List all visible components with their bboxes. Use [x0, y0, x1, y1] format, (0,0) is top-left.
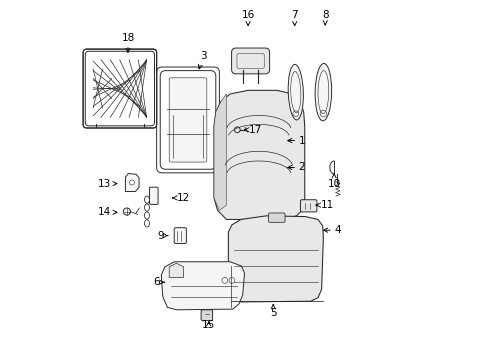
Text: 5: 5 [269, 305, 276, 318]
FancyBboxPatch shape [268, 213, 285, 222]
Text: 13: 13 [98, 179, 117, 189]
FancyBboxPatch shape [89, 55, 150, 122]
Text: 6: 6 [153, 277, 164, 287]
Text: 10: 10 [327, 174, 340, 189]
FancyBboxPatch shape [300, 200, 316, 212]
FancyBboxPatch shape [231, 48, 269, 74]
Ellipse shape [314, 63, 331, 121]
Text: 2: 2 [287, 162, 305, 172]
Text: 9: 9 [157, 231, 167, 240]
Ellipse shape [287, 64, 303, 120]
FancyBboxPatch shape [174, 228, 186, 243]
Text: 17: 17 [244, 125, 262, 135]
Text: 8: 8 [321, 10, 328, 25]
Polygon shape [161, 262, 244, 310]
Text: 18: 18 [121, 33, 134, 53]
Circle shape [129, 180, 134, 185]
Text: 7: 7 [291, 10, 297, 26]
Polygon shape [214, 90, 304, 220]
Text: 14: 14 [98, 207, 117, 217]
Text: 11: 11 [315, 200, 333, 210]
Text: 3: 3 [198, 51, 206, 69]
Text: 4: 4 [323, 225, 340, 235]
FancyBboxPatch shape [149, 187, 158, 204]
Circle shape [228, 278, 234, 283]
Text: 1: 1 [287, 136, 305, 145]
Polygon shape [125, 174, 139, 192]
Text: 15: 15 [202, 320, 215, 330]
Text: 12: 12 [172, 193, 190, 203]
FancyBboxPatch shape [169, 78, 206, 162]
Polygon shape [214, 94, 226, 211]
Circle shape [222, 278, 227, 283]
FancyBboxPatch shape [201, 310, 212, 320]
Text: 16: 16 [241, 10, 254, 26]
Circle shape [123, 208, 130, 215]
Polygon shape [169, 263, 183, 278]
Polygon shape [228, 216, 323, 302]
